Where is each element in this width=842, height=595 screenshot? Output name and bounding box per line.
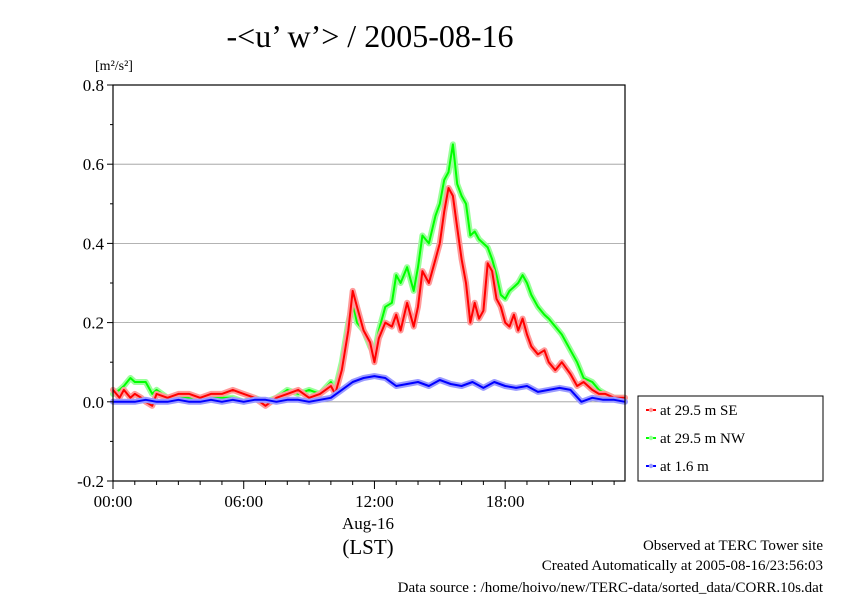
x-tick-label: 12:00 — [355, 492, 394, 511]
plot-area — [113, 85, 625, 481]
legend-marker — [648, 407, 654, 413]
x-tick-label: 18:00 — [486, 492, 525, 511]
x-tick-label: 06:00 — [224, 492, 263, 511]
legend-label: at 1.6 m — [660, 459, 709, 475]
legend-box — [637, 395, 824, 482]
y-tick-label: -0.2 — [77, 472, 104, 491]
legend-label: at 29.5 m SE — [660, 403, 738, 419]
series-layer — [110, 141, 628, 409]
chart-title: -<u’ w’> / 2005-08-16 — [227, 18, 514, 54]
y-tick-label: 0.6 — [83, 155, 104, 174]
x-axis-label: (LST) — [342, 535, 393, 559]
y-tick-label: 0.4 — [83, 234, 105, 253]
y-tick-label: 0.2 — [83, 314, 104, 333]
legend-marker — [648, 435, 654, 441]
legend-label: at 29.5 m NW — [660, 431, 746, 447]
footer-source: Data source : /home/hoivo/new/TERC-data/… — [398, 580, 824, 595]
legend: at 29.5 m SE at 29.5 m NW at 1.6 m — [637, 395, 824, 482]
x-axis-ticks: 00:00 06:00 12:00 18:00 — [94, 481, 615, 511]
series-line — [112, 187, 625, 407]
grid-lines — [113, 163, 625, 403]
y-axis-ticks: -0.2 0.0 0.2 0.4 0.6 0.8 — [77, 76, 113, 491]
legend-marker — [648, 463, 654, 469]
y-axis-unit-label: [m²/s²] — [95, 59, 133, 74]
footer-site: Observed at TERC Tower site — [643, 538, 823, 554]
series-line — [113, 375, 626, 403]
y-tick-label: 0.8 — [83, 76, 104, 95]
x-tick-label: 00:00 — [94, 492, 133, 511]
footer-created: Created Automatically at 2005-08-16/23:5… — [542, 558, 823, 574]
x-axis-date-label: Aug-16 — [342, 514, 394, 533]
y-tick-label: 0.0 — [83, 393, 104, 412]
